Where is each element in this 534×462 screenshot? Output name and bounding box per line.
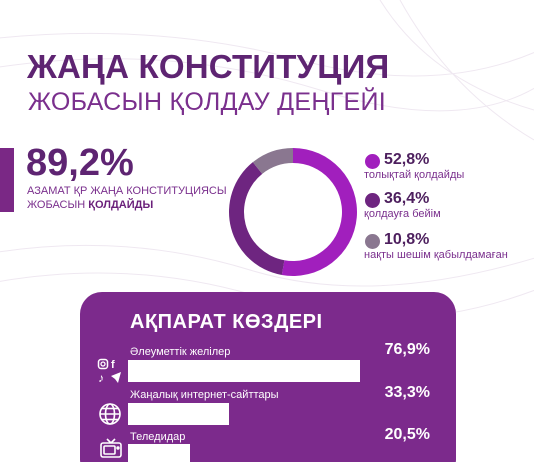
legend-item-inclined: 36,4% қолдауға бейім (360, 190, 532, 227)
donut-slice (281, 148, 357, 276)
legend-item-full-support: 52,8% толықтай қолдайды (360, 151, 532, 188)
legend-value: 52,8% (384, 151, 430, 168)
support-caption-prefix: ЖОБАСЫН (27, 199, 89, 211)
source-bar-fill (189, 444, 430, 462)
source-label: Теледидар (130, 431, 186, 443)
donut-slice (229, 162, 285, 276)
legend-dot (365, 234, 380, 249)
source-bar (128, 444, 430, 462)
source-label: Жаңалық интернет-сайттары (130, 389, 279, 401)
support-percentage: 89,2% (26, 142, 134, 184)
legend-label: қолдауға бейім (364, 208, 441, 220)
source-bar (128, 403, 430, 425)
accent-bar (0, 148, 14, 212)
support-caption-line2: ЖОБАСЫН ҚОЛДАЙДЫ (27, 199, 153, 211)
source-label: Әлеуметтік желілер (130, 346, 231, 358)
info-sources-title: АҚПАРАТ КӨЗДЕРІ (130, 311, 323, 333)
globe-icon (98, 402, 122, 426)
support-caption-bold: ҚОЛДАЙДЫ (88, 199, 154, 211)
donut-slice (252, 148, 293, 174)
tv-icon (99, 438, 123, 460)
legend-label: толықтай қолдайды (364, 169, 465, 181)
support-caption-line1: АЗАМАТ ҚР ЖАҢА КОНСТИТУЦИЯСЫ (27, 185, 227, 197)
source-value: 76,9% (384, 341, 430, 358)
page-title: ЖАҢА КОНСТИТУЦИЯ (27, 48, 390, 85)
legend-value: 10,8% (384, 231, 430, 248)
source-bar-fill (228, 403, 430, 425)
svg-text:♪: ♪ (98, 371, 104, 385)
page-subtitle: ЖОБАСЫН ҚОЛДАУ ДЕҢГЕЙІ (28, 88, 387, 116)
legend-value: 36,4% (384, 190, 430, 207)
source-bar (128, 360, 430, 382)
source-value: 20,5% (384, 426, 430, 443)
source-bar-fill (360, 360, 430, 382)
legend-dot (365, 193, 380, 208)
legend-label: нақты шешім қабылдамаған (364, 249, 508, 261)
legend-item-undecided: 10,8% нақты шешім қабылдамаған (360, 231, 532, 268)
source-value: 33,3% (384, 384, 430, 401)
legend-dot (365, 154, 380, 169)
support-donut-chart (229, 148, 357, 276)
social-media-icon: f ♪ (97, 358, 123, 386)
svg-text:f: f (111, 359, 115, 371)
